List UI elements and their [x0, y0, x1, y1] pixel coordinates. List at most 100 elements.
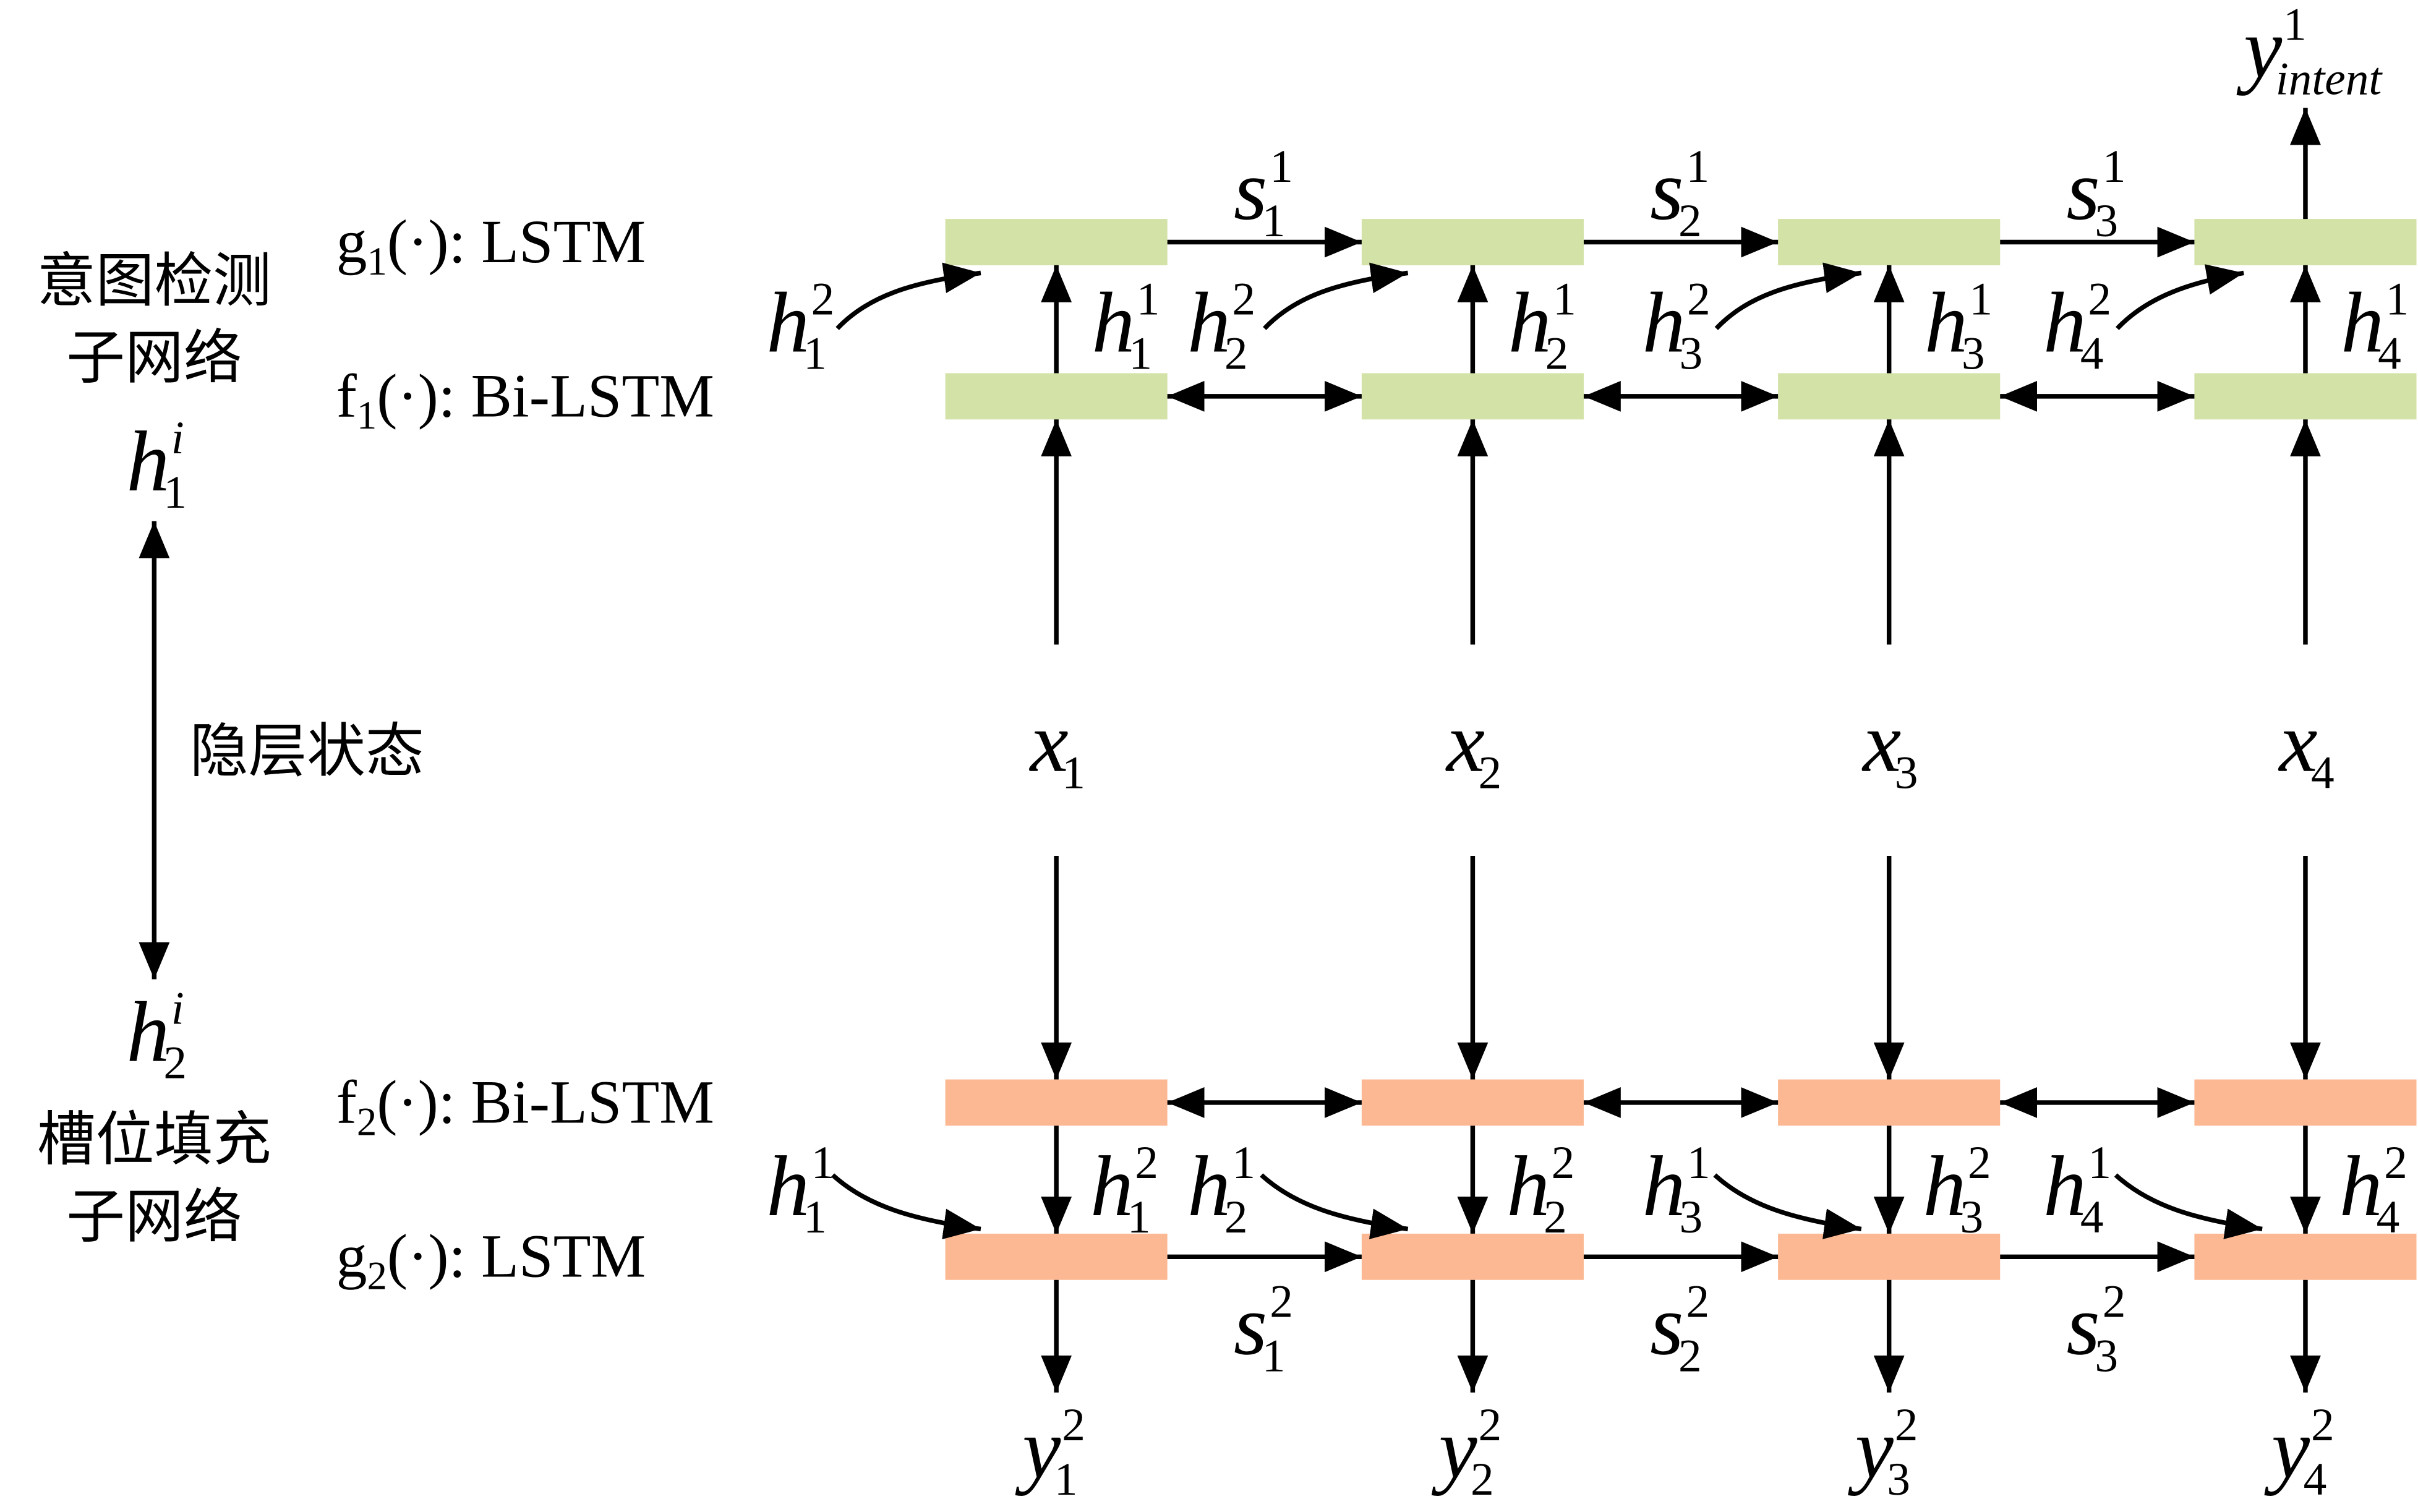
intent-incoming-hidden-label-1: h 21 [766, 274, 834, 380]
intent-g-layer-label: g1(·): LSTM [336, 207, 646, 284]
slot-incoming-hidden-label-4-subscript: 4 [2080, 1192, 2104, 1243]
slot-f-bilstm-cell-3 [1778, 1079, 2001, 1126]
slot-state-label-3-symbol: s [2066, 1278, 2100, 1373]
slot-output-label-4-superscript: 2 [2311, 1399, 2335, 1451]
curve-arrow-slot-incoming-2 [1260, 1173, 1409, 1239]
slot-incoming-hidden-label-3: h 13 [1643, 1137, 1711, 1243]
slot-incoming-hidden-label-4-superscript: 1 [2088, 1137, 2111, 1189]
slot-f-output-label-4-superscript: 2 [2384, 1137, 2407, 1189]
intent-f-bilstm-cell-4 [2194, 373, 2417, 420]
intent-f-output-label-2-subscript: 2 [1545, 328, 1569, 379]
intent-subnetwork-title: 意图检测 子网络 [37, 247, 271, 392]
curve-arrow-slot-incoming-1 [831, 1173, 981, 1240]
hidden-state-link-label: 隐层状态 [190, 717, 424, 785]
intent-state-label-2-subscript: 2 [1678, 195, 1702, 247]
intent-f-output-label-3-symbol: h [1925, 276, 1968, 371]
intent-state-label-2-superscript: 1 [1686, 141, 1710, 192]
intent-incoming-hidden-label-3-subscript: 3 [1680, 328, 1703, 379]
hidden-state-intent-label-superscript: i [171, 412, 184, 464]
slot-f-output-label-2-superscript: 2 [1552, 1137, 1575, 1189]
slot-f-output-label-2-symbol: h [1506, 1139, 1550, 1234]
intent-state-label-3-superscript: 1 [2103, 141, 2126, 192]
input-token-label-1: x1 [1029, 695, 1085, 799]
slot-output-label-4-symbol: y [2264, 1401, 2310, 1497]
intent-f-output-label-1-symbol: h [1092, 276, 1135, 371]
intent-output-label-symbol: y [2236, 1, 2283, 96]
intent-g-lstm-cell-4 [2194, 219, 2417, 265]
slot-output-label-4: y 24 [2264, 1399, 2335, 1505]
intent-f-output-label-1-subscript: 1 [1129, 328, 1152, 379]
slot-output-label-2-subscript: 2 [1471, 1454, 1494, 1505]
slot-state-label-2-superscript: 2 [1686, 1276, 1710, 1327]
slot-g-lstm-cell-1 [945, 1233, 1168, 1280]
slot-output-label-1-subscript: 1 [1054, 1454, 1078, 1505]
curve-arrow-slot-incoming-3 [1713, 1173, 1862, 1239]
slot-state-label-3: s 23 [2066, 1276, 2125, 1382]
slot-f-output-label-3-superscript: 2 [1968, 1137, 1991, 1189]
slot-state-label-1: s 21 [1234, 1276, 1293, 1382]
slot-state-label-2: s 22 [1650, 1276, 1709, 1382]
intent-g-lstm-cell-1 [945, 219, 1168, 265]
slot-state-label-3-subscript: 3 [2095, 1330, 2118, 1382]
intent-incoming-hidden-label-2: h 22 [1187, 274, 1255, 380]
slot-output-label-1-superscript: 2 [1062, 1399, 1085, 1451]
intent-incoming-hidden-label-3-superscript: 2 [1687, 274, 1711, 325]
input-token-label-1-subscript: 1 [1062, 748, 1085, 799]
input-token-label-4-symbol: x [2278, 695, 2318, 790]
input-token-label-2: x2 [1445, 695, 1502, 799]
intent-f-layer-subscript: 1 [357, 393, 377, 438]
slot-output-label-4-subscript: 4 [2304, 1454, 2327, 1505]
curve-arrow-intent-incoming-2 [1263, 262, 1409, 330]
intent-state-label-3-symbol: s [2066, 143, 2100, 238]
intent-incoming-hidden-label-2-superscript: 2 [1232, 274, 1255, 325]
slot-incoming-hidden-label-3-symbol: h [1643, 1139, 1686, 1234]
slot-g-lstm-cell-3 [1778, 1233, 2001, 1280]
intent-g-lstm-cell-2 [1361, 219, 1584, 265]
intent-incoming-hidden-label-2-subscript: 2 [1224, 328, 1248, 379]
intent-incoming-hidden-label-3: h 23 [1643, 274, 1711, 380]
slot-f-layer-subscript: 2 [357, 1100, 377, 1144]
input-token-label-3-subscript: 3 [1895, 748, 1918, 799]
intent-incoming-hidden-label-3-symbol: h [1643, 276, 1686, 371]
slot-state-label-1-symbol: s [1234, 1278, 1267, 1373]
intent-f-output-label-3: h 13 [1925, 274, 1993, 380]
slot-output-label-3-superscript: 2 [1895, 1399, 1918, 1451]
slot-incoming-hidden-label-1-superscript: 1 [811, 1137, 835, 1189]
intent-title-line-1: 意图检测 [37, 247, 271, 315]
intent-f-output-label-4: h 14 [2341, 274, 2409, 380]
slot-state-label-2-subscript: 2 [1678, 1330, 1702, 1382]
slot-title-line-1: 槽位填充 [37, 1106, 271, 1174]
slot-f-output-label-2-subscript: 2 [1544, 1192, 1567, 1243]
slot-incoming-hidden-label-2-superscript: 1 [1232, 1137, 1255, 1189]
intent-f-output-label-4-symbol: h [2341, 276, 2384, 371]
input-token-label-4-subscript: 4 [2311, 748, 2335, 799]
input-token-label-2-symbol: x [1445, 695, 1485, 790]
slot-output-label-2-symbol: y [1432, 1401, 1478, 1497]
hidden-state-intent-label-symbol: h [126, 414, 169, 510]
curve-arrow-intent-incoming-4 [2116, 264, 2244, 330]
intent-incoming-hidden-label-2-symbol: h [1187, 276, 1231, 371]
intent-f-layer-type: (·): Bi-LSTM [377, 361, 714, 430]
intent-g-layer-symbol: g [336, 207, 367, 276]
intent-state-label-3-subscript: 3 [2095, 195, 2118, 247]
intent-f-output-label-3-subscript: 3 [1962, 328, 1985, 379]
slot-f-output-label-1-superscript: 2 [1135, 1137, 1158, 1189]
input-token-label-3-symbol: x [1861, 695, 1901, 790]
intent-incoming-hidden-label-1-superscript: 2 [811, 274, 835, 325]
curve-arrow-intent-incoming-1 [835, 262, 981, 330]
slot-f-bilstm-cell-4 [2194, 1079, 2417, 1126]
input-token-label-1-symbol: x [1029, 695, 1069, 790]
slot-f-output-label-1: h 21 [1090, 1137, 1158, 1243]
slot-incoming-hidden-label-1-subscript: 1 [803, 1192, 827, 1243]
slot-g-layer-label: g2(·): LSTM [336, 1222, 646, 1299]
intent-g-layer-type: (·): LSTM [387, 207, 646, 276]
slot-f-output-label-2: h 22 [1506, 1137, 1574, 1243]
intent-incoming-hidden-label-4-subscript: 4 [2080, 328, 2104, 379]
hidden-state-slot-label: h i2 [126, 983, 187, 1089]
intent-output-label-superscript: 1 [2283, 0, 2307, 51]
slot-f-output-label-4-subscript: 4 [2377, 1192, 2400, 1243]
slot-f-output-label-4: h 24 [2339, 1137, 2407, 1243]
intent-f-layer-symbol: f [336, 361, 357, 430]
